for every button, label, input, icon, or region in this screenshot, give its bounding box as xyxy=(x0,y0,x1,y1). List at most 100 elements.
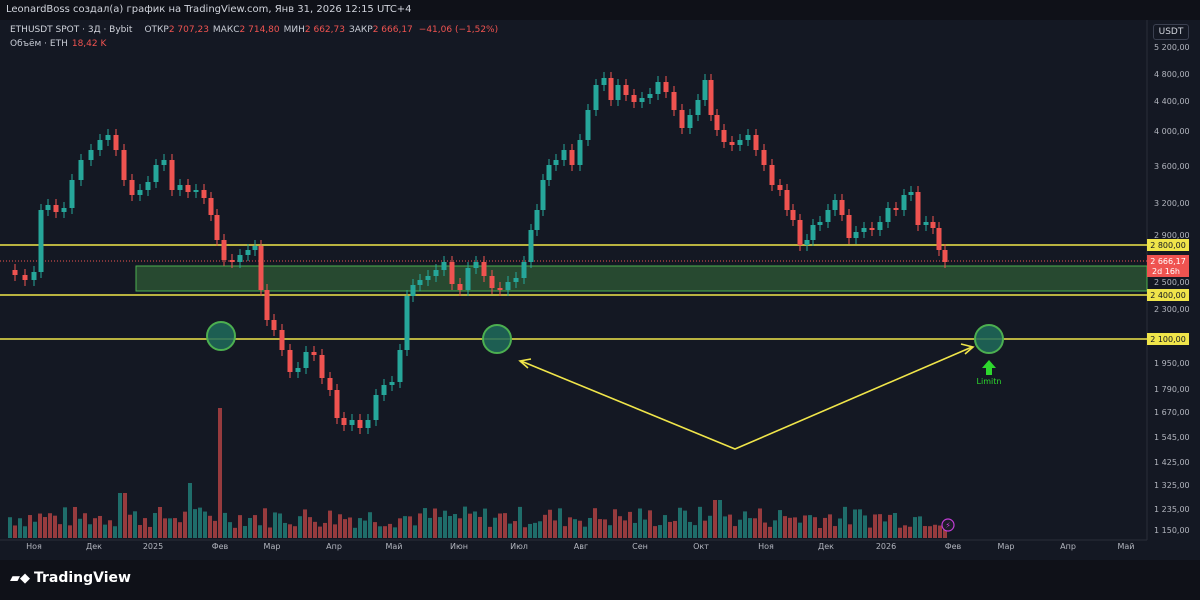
volume-bar xyxy=(753,518,757,538)
volume-bar xyxy=(718,500,722,538)
volume-bar xyxy=(218,408,222,538)
volume-bar xyxy=(683,510,687,538)
support-zone[interactable] xyxy=(135,265,1148,292)
time-tick: Июн xyxy=(450,542,468,551)
volume-bar xyxy=(703,520,707,538)
volume-bar xyxy=(618,516,622,538)
candle-body xyxy=(561,150,567,160)
volume-bar xyxy=(328,510,332,538)
price-tick: 2 300,00 xyxy=(1154,305,1190,314)
volume-bar xyxy=(243,526,247,538)
volume-bar xyxy=(598,519,602,538)
volume-bar xyxy=(98,515,102,538)
volume-bar xyxy=(868,527,872,538)
candle-body xyxy=(153,165,159,182)
time-axis[interactable]: Ноя Дек 2025 Фев Мар Апр Май Июн Июл Авг Сен Окт Ноя… xyxy=(26,542,1134,551)
currency-button[interactable]: USDT xyxy=(1153,24,1189,40)
candle-body xyxy=(410,285,416,296)
volume-bar xyxy=(623,520,627,538)
volume-bar xyxy=(893,513,897,538)
candle-body xyxy=(404,296,410,350)
candle-body xyxy=(137,190,143,195)
tradingview-logo[interactable]: ▰◆ TradingView xyxy=(10,570,131,586)
volume-bar xyxy=(78,518,82,538)
volume-bar xyxy=(563,526,567,538)
candle-body xyxy=(295,368,301,372)
candle-body xyxy=(540,180,546,210)
candle-body xyxy=(417,280,423,285)
volume-bar xyxy=(543,514,547,538)
volume-bar xyxy=(138,525,142,538)
symbol-name[interactable]: ETHUSDT SPOT · 3Д · Bybit xyxy=(10,25,133,35)
candle-body xyxy=(229,260,235,262)
volume-bar xyxy=(48,513,52,538)
volume-bar xyxy=(88,524,92,538)
volume-bar xyxy=(668,521,672,538)
volume-bar xyxy=(273,512,277,538)
volume-bar xyxy=(928,526,932,538)
candle-body xyxy=(201,190,207,198)
touch-circle-feb[interactable] xyxy=(206,321,236,351)
candle-body xyxy=(334,390,340,418)
volume-bar xyxy=(678,507,682,538)
volume-bar xyxy=(838,518,842,538)
candle-body xyxy=(433,270,439,276)
volume-legend[interactable]: Объём · ETH 18,42 K xyxy=(10,39,106,49)
volume-bar xyxy=(833,526,837,538)
symbol-legend[interactable]: ETHUSDT SPOT · 3Д · Bybit ОТКР2 707,23 МАК… xyxy=(10,25,498,35)
projection-path[interactable] xyxy=(520,346,973,450)
author-bar: LeonardBoss создал(а) график на TradingV… xyxy=(0,0,1200,20)
candle-body xyxy=(425,276,431,280)
candle-body xyxy=(790,210,796,220)
target-circle[interactable] xyxy=(974,324,1004,354)
volume-bar xyxy=(118,493,122,538)
time-tick: Май xyxy=(385,542,402,551)
volume-bar xyxy=(93,518,97,538)
price-tick: 3 200,00 xyxy=(1154,199,1190,208)
candle-body xyxy=(853,232,859,238)
candle-body xyxy=(473,262,479,268)
volume-bar xyxy=(413,525,417,538)
price-axis[interactable]: 5 200,00 4 800,00 4 400,00 4 000,00 3 600,00… xyxy=(1154,43,1190,535)
touch-circle-jun[interactable] xyxy=(482,324,512,354)
candle-body xyxy=(169,160,175,190)
candle-body xyxy=(810,225,816,240)
candle-body xyxy=(942,250,948,262)
volume-bar xyxy=(723,516,727,538)
volume-bar xyxy=(298,516,302,538)
badge-2800-text: 2 800,00 xyxy=(1150,241,1186,250)
volume-bar xyxy=(648,510,652,538)
candle-body xyxy=(113,135,119,150)
volume-bar xyxy=(733,526,737,538)
volume-bar xyxy=(568,517,572,538)
low-value: 2 662,73 xyxy=(304,25,345,35)
volume-bar xyxy=(508,523,512,538)
candle-body xyxy=(923,222,929,225)
time-tick: Апр xyxy=(326,542,342,551)
price-tick: 1 235,00 xyxy=(1154,505,1190,514)
volume-bar xyxy=(188,483,192,538)
volume-bar xyxy=(778,510,782,538)
candle-body xyxy=(784,190,790,210)
volume-bar xyxy=(443,510,447,538)
volume-bar xyxy=(613,509,617,538)
volume-bar xyxy=(333,524,337,538)
candle-body xyxy=(893,208,899,210)
volume-bar xyxy=(193,509,197,538)
price-tick: 2 900,00 xyxy=(1154,231,1190,240)
volume-bar xyxy=(523,527,527,538)
time-tick: Фев xyxy=(945,542,962,551)
volume-bar xyxy=(378,526,382,538)
candle-body xyxy=(915,192,921,225)
volume-bar xyxy=(223,512,227,538)
candle-body xyxy=(303,352,309,368)
volume-bar xyxy=(208,515,212,538)
volume-bar xyxy=(468,513,472,538)
chart-canvas[interactable]: Limitn ⚡ 5 200,00 4 800,00 4 400,00 4 000,0… xyxy=(0,0,1200,560)
volume-bar xyxy=(288,524,292,538)
volume-bar xyxy=(493,517,497,538)
lightning-icon[interactable] xyxy=(941,518,955,532)
volume-bar xyxy=(588,517,592,538)
badge-countdown-text: 2d 16h xyxy=(1152,267,1180,276)
volume-bar xyxy=(498,513,502,538)
